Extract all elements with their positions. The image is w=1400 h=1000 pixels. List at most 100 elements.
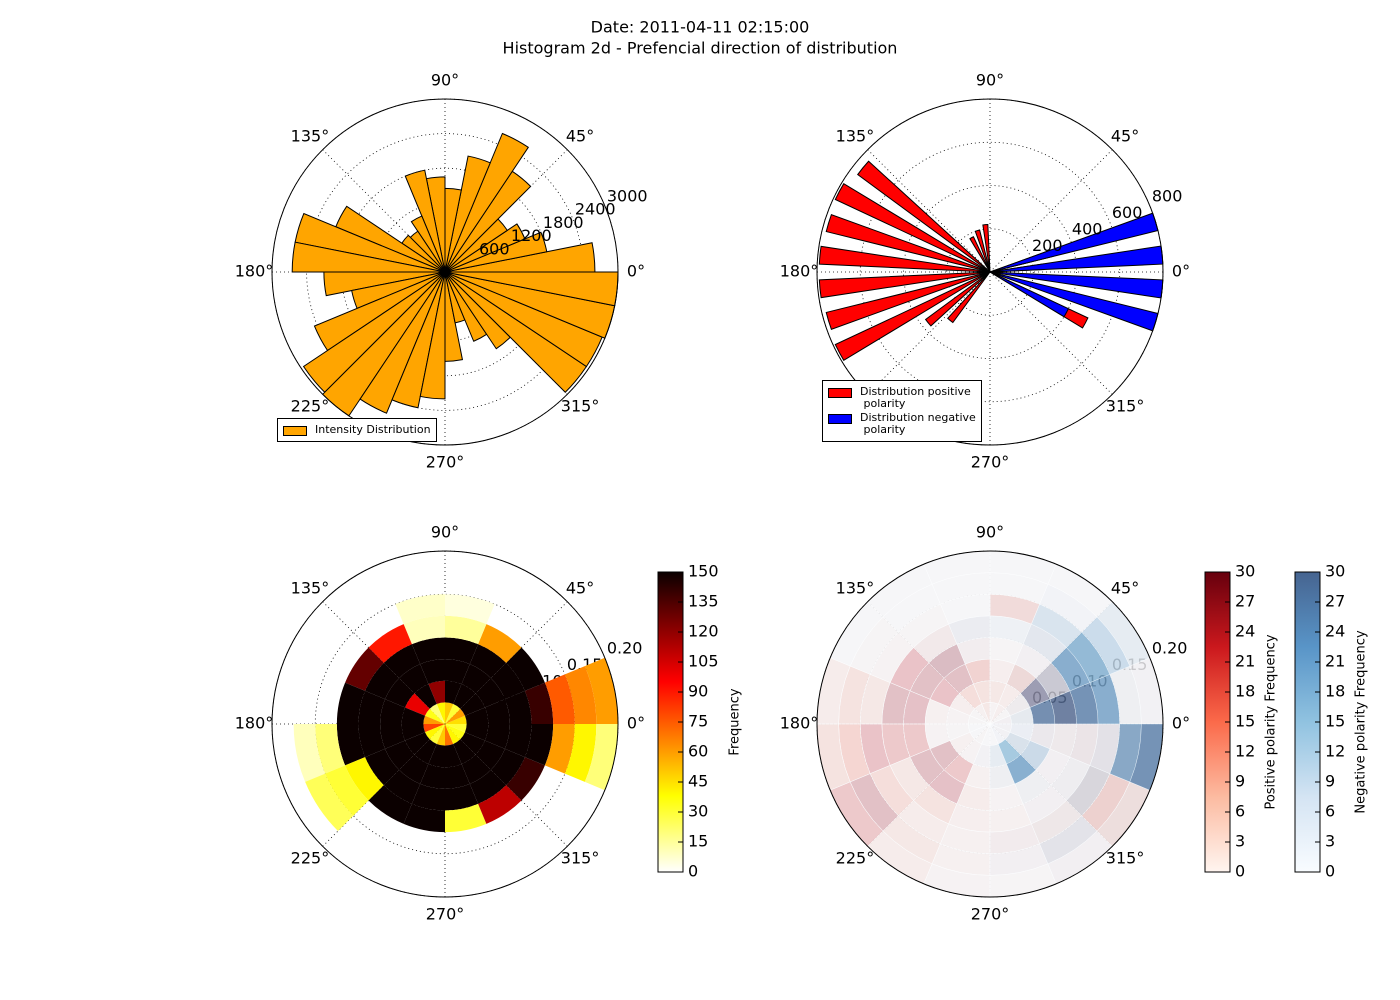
hist2d-cell [524,682,554,724]
hist2d-cell [414,684,437,709]
theta-tick-label: 45° [566,578,594,597]
hist2d-cell [445,704,461,724]
colorbar-label: Positive polarity Frequency [1264,634,1279,809]
colorbar-tick-label: 3 [1235,832,1245,851]
colorbar-tick-label: 60 [688,742,708,761]
bar [989,271,1069,318]
hist2d-cell [385,678,415,708]
r-tick-label: 600 [1112,203,1143,222]
hist2d-cell [345,647,384,691]
hist2d-cell [423,724,445,733]
hist2d-cell [469,769,507,804]
colorbar-tick-label: 15 [1235,712,1255,731]
hist2d-cell [490,662,525,700]
theta-tick-label: 0° [1172,714,1190,733]
colorbar-tick-label: 0 [688,862,698,881]
theta-tick-label: 45° [1111,578,1139,597]
theta-tick-label: 135° [291,578,330,597]
hist2d-cell [380,724,406,749]
hist2d-cell [345,757,384,801]
colorbar-tick-label: 105 [688,652,719,671]
theta-tick-label: 180° [780,714,819,733]
theta-tick-label: 315° [1106,397,1145,416]
colorbar-tick-label: 27 [1325,592,1345,611]
theta-tick-label: 180° [780,262,819,281]
colorbar-tick-label: 90 [688,682,708,701]
colorbar-tick-label: 3 [1325,832,1335,851]
hist2d-cell [564,724,597,782]
legend: Distribution positive polarity Distributi… [822,380,982,442]
hist2d-cell [504,724,532,758]
polar-frame [816,550,1164,898]
hist2d-cell [399,754,429,784]
hist2d-cell [368,785,412,824]
r-tick-label: 200 [1032,236,1063,255]
bar [974,229,991,273]
colorbar-tick-label: 9 [1235,772,1245,791]
colorbar-tick-label: 12 [1235,742,1255,761]
hist2d-cell [461,754,491,784]
hist2d-cell [504,690,532,724]
r-tick-label: 1200 [511,226,552,245]
hist2d-cell [445,724,465,740]
hist2d-cell [423,715,445,724]
theta-tick-label: 45° [566,126,594,145]
hist2d-cell [436,724,445,746]
hist2d-cell [445,659,470,685]
theta-tick-label: 225° [291,849,330,868]
legend-label: Distribution negative polarity [860,411,976,436]
colorbar-tick-label: 21 [1325,652,1345,671]
hist2d-cell [429,704,445,724]
hist2d-cell [365,748,400,786]
theta-tick-label: 0° [627,262,645,281]
hist2d-cell [475,678,505,708]
bar [947,271,991,324]
bar [834,271,991,361]
bar [825,271,991,330]
hist2d-cell [460,732,485,755]
theta-tick-label: 315° [561,397,600,416]
legend-swatch [828,388,852,398]
colorbar-tick-label: 75 [688,712,708,731]
r-tick-label: 400 [1072,219,1103,238]
colorbar-tick-label: 12 [1325,742,1345,761]
hist2d-cell [445,724,467,733]
r-tick-label: 800 [1152,186,1183,205]
hist2d-cell [453,739,476,764]
theta-grid-line [989,149,1113,273]
hist2d-cell [524,724,554,766]
theta-tick-label: 315° [1106,849,1145,868]
hist2d-cell [428,680,445,705]
hist2d-cell [428,743,445,768]
figure-subtitle: Histogram 2d - Prefencial direction of d… [503,39,898,58]
r-grid-line [859,141,1121,403]
hist2d-cell [425,708,445,724]
hist2d-cell [445,763,470,789]
theta-tick-label: 270° [971,453,1010,472]
hist2d-cell [336,724,366,766]
legend-swatch [828,414,852,424]
hist2d-cell [401,724,426,741]
hist2d-cell [445,680,462,705]
theta-grid-line [867,271,991,395]
hist2d-cell [506,647,545,691]
theta-tick-label: 0° [627,714,645,733]
legend-label: Distribution positive polarity [860,385,971,410]
theta-tick-label: 135° [836,126,875,145]
polar-frame [271,98,619,446]
hist2d-cell [544,674,575,724]
hist2d-cell [445,743,462,768]
colorbar-tick-label: 9 [1325,772,1335,791]
hist2d-cell [414,739,437,764]
legend-entry: Distribution positive polarity [828,386,976,410]
hist2d-cell [445,594,495,625]
hist2d-cell [453,684,476,709]
bar [969,236,991,273]
hist2d-cell [506,757,545,801]
colorbar-tick-label: 30 [688,802,708,821]
hist2d-cell [445,615,487,645]
hist2d-cell [478,624,522,663]
hist2d-cell [484,699,510,724]
hist2d-cell [584,657,618,724]
